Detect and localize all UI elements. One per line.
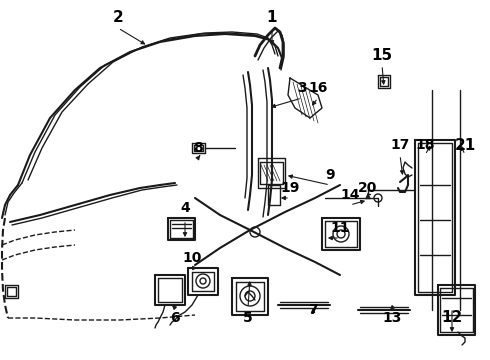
Text: 1: 1 xyxy=(267,10,277,26)
Text: 18: 18 xyxy=(415,138,435,152)
Text: 21: 21 xyxy=(454,138,476,153)
Text: 6: 6 xyxy=(170,311,180,325)
Text: 8: 8 xyxy=(193,141,203,155)
Text: 14: 14 xyxy=(340,188,360,202)
Text: 17: 17 xyxy=(391,138,410,152)
Text: 11: 11 xyxy=(330,221,350,235)
Text: 15: 15 xyxy=(371,48,392,63)
Text: 19: 19 xyxy=(280,181,300,195)
Text: 9: 9 xyxy=(325,168,335,182)
Text: 4: 4 xyxy=(180,201,190,215)
Text: 16: 16 xyxy=(308,81,328,95)
Text: 20: 20 xyxy=(358,181,378,195)
Text: 3: 3 xyxy=(297,81,307,95)
Text: 10: 10 xyxy=(182,251,202,265)
Text: 5: 5 xyxy=(243,311,253,325)
Text: 12: 12 xyxy=(441,310,463,325)
Text: 7: 7 xyxy=(308,303,318,317)
Text: 13: 13 xyxy=(382,311,402,325)
Text: 2: 2 xyxy=(113,10,123,26)
